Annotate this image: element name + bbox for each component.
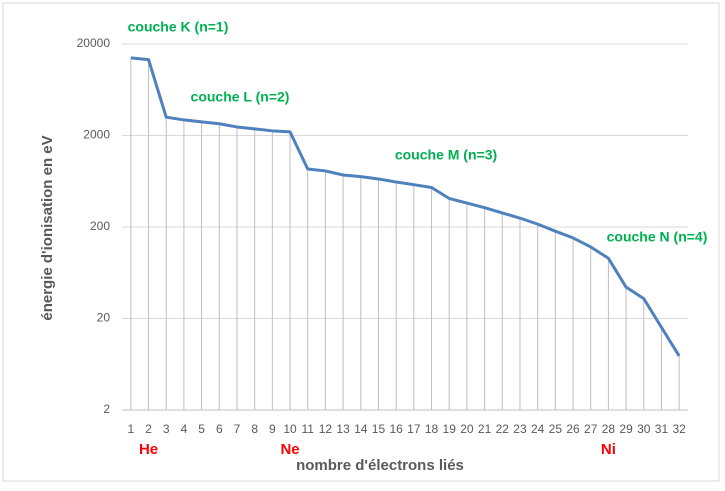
x-tick-label: 1	[128, 422, 135, 436]
x-tick-label: 12	[319, 422, 333, 436]
annotation: couche N (n=4)	[607, 229, 708, 245]
x-tick-label: 31	[655, 422, 669, 436]
y-tick-label: 20000	[77, 36, 111, 50]
x-tick-label: 14	[354, 422, 368, 436]
x-tick-label: 8	[251, 422, 258, 436]
y-tick-label: 20	[97, 311, 111, 325]
x-tick-label: 11	[301, 422, 314, 436]
x-tick-label: 29	[619, 422, 633, 436]
y-tick-label: 200	[90, 219, 110, 233]
x-tick-label: 18	[425, 422, 439, 436]
x-tick-label: 20	[460, 422, 474, 436]
x-tick-label: 15	[372, 422, 386, 436]
element-label: He	[139, 441, 158, 458]
element-label: Ne	[280, 441, 299, 458]
annotation: couche M (n=3)	[395, 147, 497, 163]
y-axis-label: énergie d'ionisation en eV	[39, 135, 56, 320]
x-tick-label: 27	[584, 422, 598, 436]
x-tick-label: 9	[269, 422, 276, 436]
x-tick-label: 24	[531, 422, 545, 436]
y-tick-label: 2000	[83, 128, 110, 142]
annotation: couche K (n=1)	[128, 19, 229, 35]
x-tick-label: 13	[336, 422, 350, 436]
x-tick-label: 28	[602, 422, 616, 436]
x-tick-label: 23	[513, 422, 527, 436]
x-tick-label: 26	[566, 422, 580, 436]
x-axis-label: nombre d'électrons liés	[296, 457, 464, 474]
x-tick-label: 4	[181, 422, 188, 436]
x-tick-label: 5	[198, 422, 205, 436]
x-tick-label: 30	[637, 422, 651, 436]
annotation: couche L (n=2)	[191, 89, 290, 105]
x-tick-label: 21	[478, 422, 492, 436]
x-tick-label: 2	[145, 422, 152, 436]
x-tick-label: 7	[234, 422, 241, 436]
x-tick-label: 22	[496, 422, 510, 436]
x-tick-label: 17	[407, 422, 421, 436]
x-tick-label: 6	[216, 422, 223, 436]
x-tick-label: 10	[283, 422, 297, 436]
x-tick-label: 16	[389, 422, 403, 436]
y-tick-label: 2	[103, 402, 110, 416]
element-label: Ni	[601, 441, 616, 458]
x-tick-label: 19	[443, 422, 457, 436]
x-tick-label: 3	[163, 422, 170, 436]
x-tick-label: 25	[549, 422, 563, 436]
series-line	[130, 56, 681, 357]
x-tick-label: 32	[672, 422, 686, 436]
